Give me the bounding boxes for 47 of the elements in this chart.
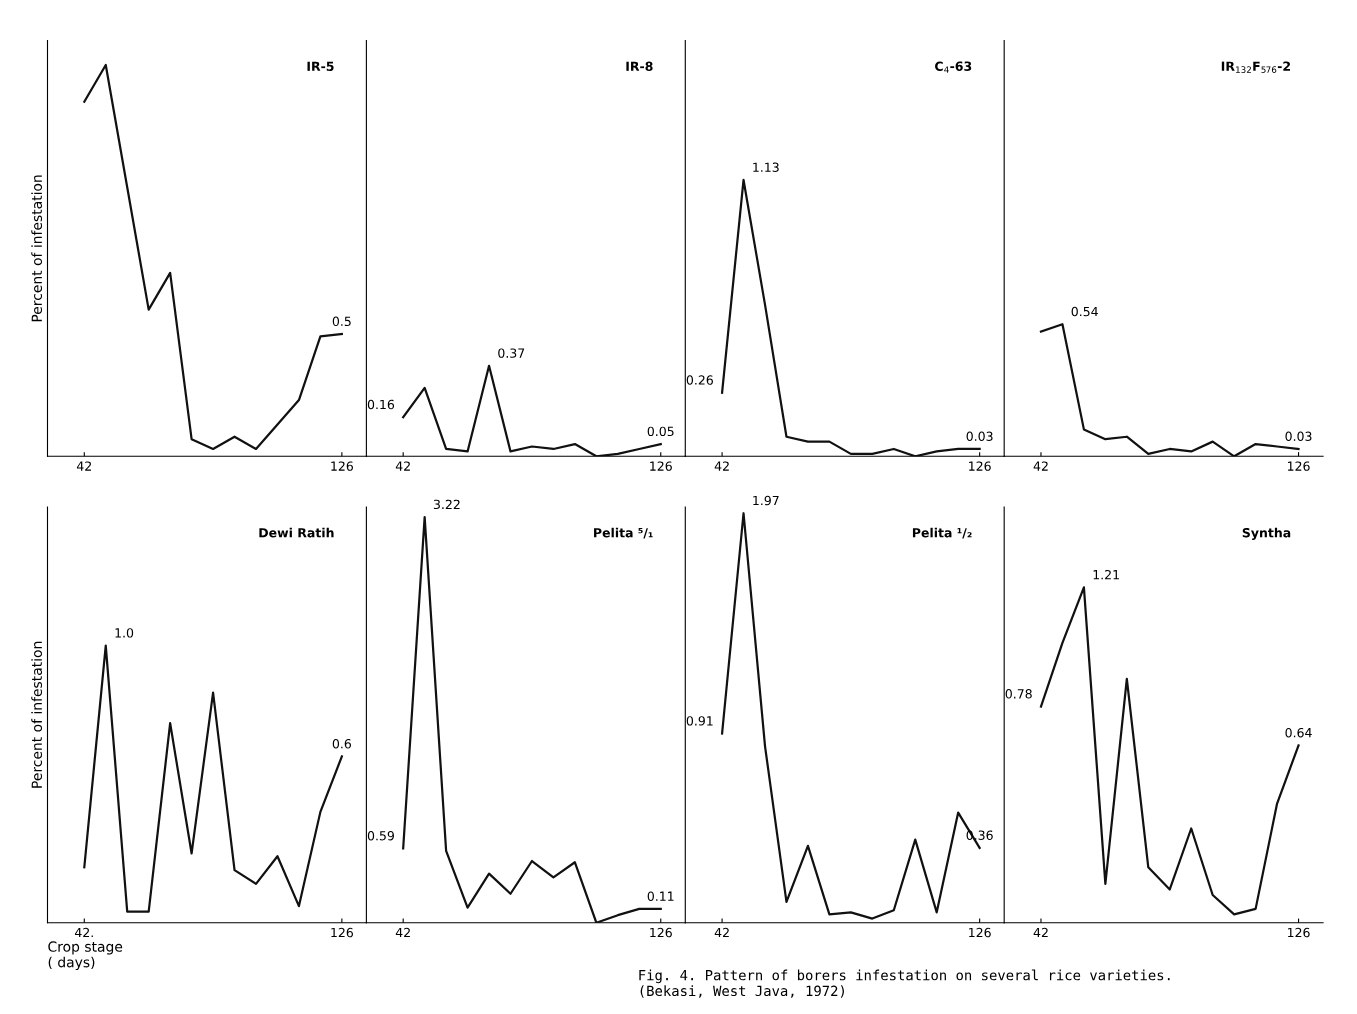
data-label: 0.03 <box>1285 431 1312 441</box>
x-tick-label: 42 <box>76 461 91 471</box>
data-label: 1.97 <box>753 495 779 506</box>
text: IR-5 <box>307 61 334 72</box>
data-label: 0.64 <box>1285 727 1312 738</box>
x-tick-label: 42 <box>1033 461 1048 471</box>
data-label: 1.21 <box>1093 569 1119 580</box>
y-axis-title: Percent of infestation <box>31 641 43 788</box>
data-label: 0.05 <box>647 426 674 437</box>
x-tick-label: 42 <box>395 461 410 471</box>
x-tick-label: 126 <box>331 927 353 938</box>
data-label: 1.0 <box>115 628 134 638</box>
x-tick-label: 42 <box>1033 927 1048 938</box>
x-tick-label: 126 <box>969 461 991 471</box>
data-label: 3.22 <box>433 499 460 510</box>
x-tick-label: 126 <box>650 927 672 938</box>
data-label: 0.26 <box>686 375 713 385</box>
data-label: 0.16 <box>367 399 395 410</box>
text: IR-8 <box>626 61 653 72</box>
data-label: 0.5 <box>332 316 351 327</box>
data-label: 0.91 <box>686 716 713 726</box>
caption: Fig. 4. Pattern of borers infestation on several rice varieties. (Bekasi, West Java, 1972) <box>639 969 1170 998</box>
data-label: 0.59 <box>367 830 394 841</box>
data-label: 0.37 <box>498 348 525 358</box>
data-label: 0.11 <box>647 891 674 901</box>
x-tick-label: 42 <box>714 461 729 471</box>
y-axis-title: Percent of infestation <box>31 175 43 322</box>
x-axis-title: Crop stage ( days) <box>48 941 123 971</box>
x-tick-label: 126 <box>650 461 672 471</box>
text: IR$_{132}$F$_{576}$-2 <box>1221 61 1290 73</box>
text: Pelita ¹/₂ <box>912 527 972 539</box>
x-tick-label: 42 <box>714 927 729 938</box>
text: Syntha <box>1242 527 1291 540</box>
x-tick-label: 126 <box>1287 927 1310 938</box>
x-tick-label: 126 <box>969 927 991 938</box>
data-label: 1.13 <box>753 162 779 172</box>
text: Dewi Ratih <box>259 527 334 538</box>
x-tick-label: 42. <box>74 927 93 938</box>
x-tick-label: 126 <box>1287 461 1310 471</box>
data-label: 0.03 <box>966 431 993 441</box>
data-label: 0.54 <box>1071 306 1098 317</box>
x-tick-label: 42 <box>395 927 410 938</box>
x-tick-label: 126 <box>331 461 353 471</box>
data-label: 0.6 <box>332 739 352 749</box>
text: Pelita ⁵/₁ <box>594 527 653 539</box>
text: C$_{4}$-63 <box>935 61 972 73</box>
data-label: 0.78 <box>1005 689 1032 699</box>
